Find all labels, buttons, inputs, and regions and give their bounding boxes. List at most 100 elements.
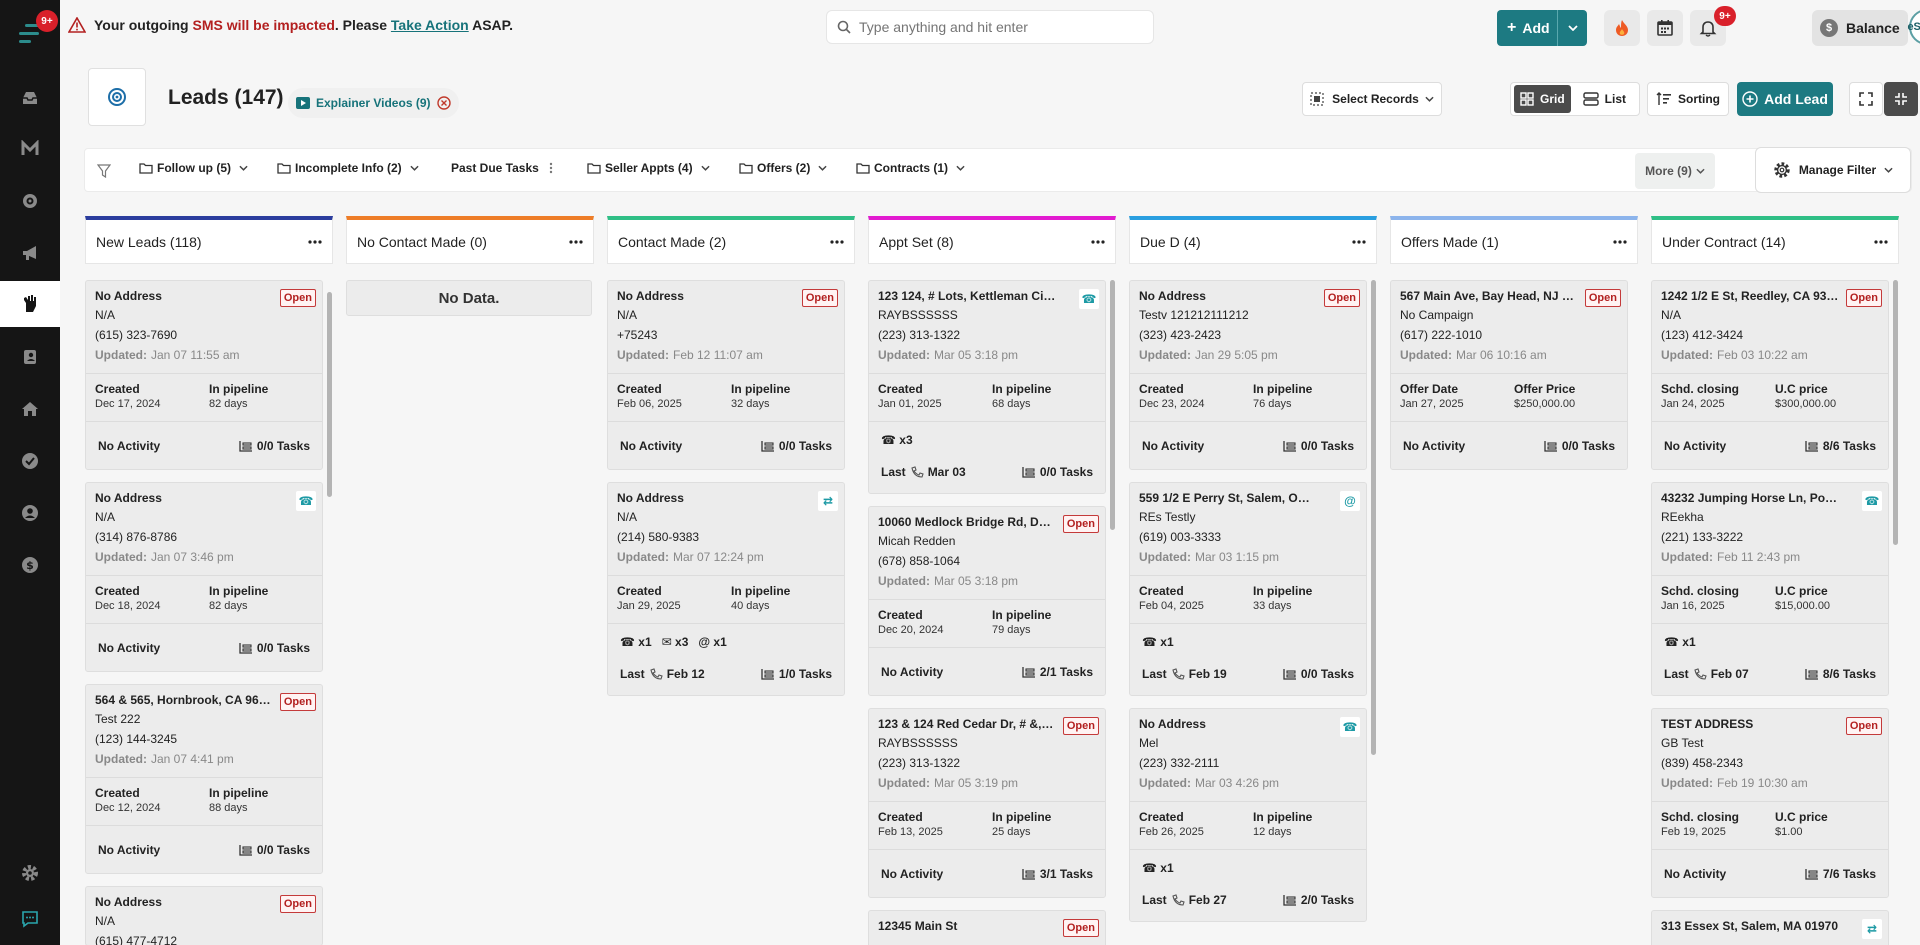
filter-seller-appts[interactable]: Seller Appts (4) (587, 161, 710, 175)
lead-card[interactable]: No Address N/A (615) 323-7690 Updated: Jan 0… (85, 280, 323, 470)
add-button[interactable]: + Add (1497, 10, 1587, 46)
card-address[interactable]: 43232 Jumping Horse Ln, Polson, MT (1661, 491, 1839, 505)
card-phone[interactable]: (223) 313-1322 (878, 756, 961, 770)
calendar-button[interactable] (1647, 10, 1683, 46)
sidebar-item-chat[interactable] (0, 896, 60, 942)
card-address[interactable]: 567 Main Ave, Bay Head, NJ 08742 (1400, 289, 1578, 303)
card-address[interactable]: 559 1/2 E Perry St, Salem, OH 44460 (1139, 491, 1317, 505)
tasks-count[interactable]: 0/0 Tasks (239, 843, 310, 857)
sidebar-item-contacts[interactable] (0, 334, 60, 380)
scroll-thumb[interactable] (327, 292, 332, 497)
column-scrollbar[interactable] (327, 280, 333, 945)
lead-card[interactable]: No Address Testv 121212111212 (323) 423-24… (1129, 280, 1367, 470)
funnel-icon[interactable] (97, 164, 111, 178)
card-address[interactable]: 123 124, # Lots, Kettleman City, CA 9323… (878, 289, 1056, 303)
filter-offers[interactable]: Offers (2) (739, 161, 827, 175)
sidebar-item-target[interactable] (0, 178, 60, 224)
card-phone[interactable]: (223) 313-1322 (878, 328, 961, 342)
tasks-count[interactable]: 0/0 Tasks (1022, 465, 1093, 479)
more-dots-icon[interactable] (1613, 239, 1627, 244)
card-address[interactable]: No Address (1139, 289, 1206, 303)
more-dots-icon[interactable] (1874, 239, 1888, 244)
tasks-count[interactable]: 0/0 Tasks (1544, 439, 1615, 453)
card-address[interactable]: No Address (1139, 717, 1206, 731)
filter-follow-up[interactable]: Follow up (5) (139, 161, 248, 175)
card-phone[interactable]: +75243 (617, 328, 658, 342)
channel-badge[interactable]: ⇄ (1862, 919, 1882, 939)
sidebar-item-users[interactable] (0, 490, 60, 536)
add-lead-button[interactable]: Add Lead (1737, 82, 1833, 116)
filter-past-due-tasks[interactable]: Past Due Tasks (451, 161, 557, 175)
card-phone[interactable]: (839) 458-2343 (1661, 756, 1744, 770)
lead-card[interactable]: 12345 Main St Open (868, 910, 1106, 945)
card-phone[interactable]: (615) 323-7690 (95, 328, 178, 342)
lead-card[interactable]: TEST ADDRESS GB Test (839) 458-2343 Updated… (1651, 708, 1889, 898)
card-address[interactable]: No Address (95, 289, 162, 303)
tasks-count[interactable]: 1/0 Tasks (761, 667, 832, 681)
tasks-count[interactable]: 0/0 Tasks (1283, 439, 1354, 453)
card-address[interactable]: 1242 1/2 E St, Reedley, CA 93654 (1661, 289, 1839, 303)
tasks-count[interactable]: 0/0 Tasks (239, 439, 310, 453)
card-phone[interactable]: (619) 003-3333 (1139, 530, 1222, 544)
sidebar-item-properties[interactable] (0, 386, 60, 432)
tasks-count[interactable]: 8/6 Tasks (1805, 439, 1876, 453)
column-scrollbar[interactable] (1110, 280, 1116, 945)
close-icon[interactable] (436, 96, 451, 110)
lead-card[interactable]: 313 Essex St, Salem, MA 01970 ⇄ (1651, 910, 1889, 945)
tasks-count[interactable]: 2/1 Tasks (1022, 665, 1093, 679)
collapse-button[interactable] (1884, 82, 1918, 116)
card-address[interactable]: No Address (95, 895, 162, 909)
hot-leads-button[interactable] (1604, 10, 1640, 46)
lead-card[interactable]: 567 Main Ave, Bay Head, NJ 08742 No Campa… (1390, 280, 1628, 470)
manage-filter-button[interactable]: Manage Filter (1755, 147, 1911, 193)
card-phone[interactable]: (221) 133-3222 (1661, 530, 1744, 544)
card-address[interactable]: 12345 Main St (878, 919, 958, 933)
card-phone[interactable]: (678) 858-1064 (878, 554, 961, 568)
lead-card[interactable]: 564 & 565, Hornbrook, CA 96044 Test 222 (1… (85, 684, 323, 874)
sorting-button[interactable]: Sorting (1647, 82, 1729, 116)
app-logo[interactable]: 9+ (10, 10, 58, 52)
more-dots-icon[interactable] (569, 239, 583, 244)
column-scrollbar[interactable] (1371, 280, 1377, 945)
card-address[interactable]: TEST ADDRESS (1661, 717, 1754, 731)
card-address[interactable]: No Address (95, 491, 162, 505)
balance-button[interactable]: $ Balance (1812, 10, 1908, 46)
lead-card[interactable]: 10060 Medlock Bridge Rd, Duluth, GA 3009… (868, 506, 1106, 696)
card-address[interactable]: No Address (617, 491, 684, 505)
more-filters-button[interactable]: More (9) (1635, 153, 1715, 189)
tasks-count[interactable]: 0/0 Tasks (239, 641, 310, 655)
tasks-count[interactable]: 0/0 Tasks (761, 439, 832, 453)
card-phone[interactable]: (314) 876-8786 (95, 530, 178, 544)
grid-view-button[interactable]: Grid (1514, 85, 1571, 113)
tasks-count[interactable]: 7/6 Tasks (1805, 867, 1876, 881)
card-phone[interactable]: (223) 332-2111 (1139, 756, 1220, 770)
scroll-thumb[interactable] (1371, 280, 1376, 755)
channel-badge[interactable]: ⇄ (818, 491, 838, 511)
expand-button[interactable] (1849, 82, 1883, 116)
channel-badge[interactable]: @ (1340, 491, 1360, 511)
lead-card[interactable]: No Address N/A (214) 580-9383 Updated: Mar 0… (607, 482, 845, 696)
sidebar-item-mail[interactable] (0, 126, 60, 172)
sidebar-item-inbox[interactable] (0, 75, 60, 121)
add-main[interactable]: + Add (1497, 10, 1557, 46)
more-dots-icon[interactable] (1352, 239, 1366, 244)
lead-card[interactable]: 1242 1/2 E St, Reedley, CA 93654 N/A (123)… (1651, 280, 1889, 470)
sidebar-item-finance[interactable]: $ (0, 542, 60, 588)
lead-card[interactable]: 123 124, # Lots, Kettleman City, CA 9323… (868, 280, 1106, 494)
card-phone[interactable]: (123) 412-3424 (1661, 328, 1744, 342)
card-address[interactable]: 123 & 124 Red Cedar Dr, # &, Wellington (878, 717, 1056, 731)
card-phone[interactable]: (123) 144-3245 (95, 732, 178, 746)
tasks-count[interactable]: 0/0 Tasks (1283, 667, 1354, 681)
lead-card[interactable]: No Address Mel (223) 332-2111 Updated: Mar 0… (1129, 708, 1367, 922)
card-phone[interactable]: (323) 423-2423 (1139, 328, 1222, 342)
filter-incomplete-info[interactable]: Incomplete Info (2) (277, 161, 419, 175)
select-records-button[interactable]: Select Records (1302, 82, 1442, 116)
tasks-count[interactable]: 2/0 Tasks (1283, 893, 1354, 907)
lead-card[interactable]: 43232 Jumping Horse Ln, Polson, MT REekha… (1651, 482, 1889, 696)
lead-card[interactable]: 123 & 124 Red Cedar Dr, # &, Wellington R… (868, 708, 1106, 898)
channel-badge[interactable]: ☎ (1079, 289, 1099, 309)
channel-badge[interactable]: ☎ (1340, 717, 1360, 737)
lead-card[interactable]: No Address N/A +75243 Updated: Feb 12 11:07 … (607, 280, 845, 470)
tasks-count[interactable]: 3/1 Tasks (1022, 867, 1093, 881)
card-phone[interactable]: (617) 222-1010 (1400, 328, 1483, 342)
